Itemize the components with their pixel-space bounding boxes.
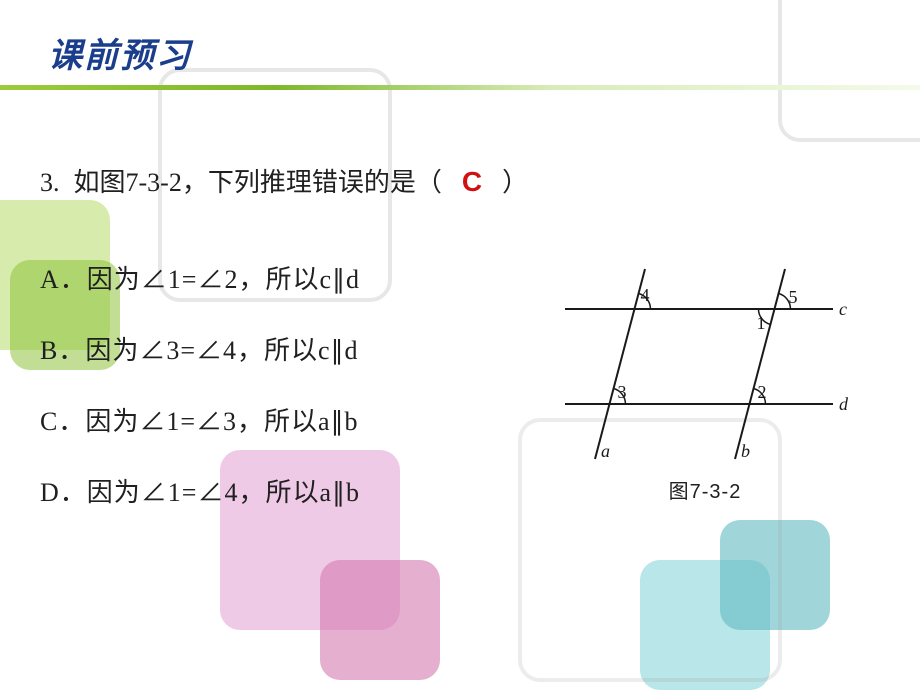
question-text-1: 如图7-3-2，下列推理错误的是（: [74, 162, 442, 199]
svg-text:b: b: [741, 441, 750, 461]
option-c: C．因为∠1=∠3，所以a∥b: [40, 401, 550, 438]
figure-diagram: c d a b 4 1 5 3 2: [555, 259, 855, 469]
option-b: B．因为∠3=∠4，所以c∥d: [40, 330, 550, 367]
svg-text:5: 5: [788, 287, 797, 307]
body-row: A．因为∠1=∠2，所以c∥d B．因为∠3=∠4，所以c∥d C．因为∠1=∠…: [40, 259, 860, 543]
options-list: A．因为∠1=∠2，所以c∥d B．因为∠3=∠4，所以c∥d C．因为∠1=∠…: [40, 259, 550, 543]
figure-caption: 图7-3-2: [669, 475, 742, 504]
question-stem: 3. 如图7-3-2，下列推理错误的是（ C ）: [40, 162, 860, 199]
svg-text:1: 1: [756, 313, 765, 333]
figure-wrap: c d a b 4 1 5 3 2 图7-3-2: [550, 259, 860, 543]
svg-text:d: d: [839, 394, 849, 414]
svg-text:a: a: [601, 441, 610, 461]
page-title: 课前预习: [48, 28, 920, 77]
svg-text:4: 4: [640, 285, 649, 305]
question-number: 3.: [40, 168, 60, 198]
svg-text:c: c: [839, 299, 847, 319]
content-area: 3. 如图7-3-2，下列推理错误的是（ C ） A．因为∠1=∠2，所以c∥d…: [0, 90, 920, 543]
svg-text:3: 3: [617, 382, 626, 402]
answer-letter: C: [456, 166, 488, 198]
question-text-2: ）: [502, 162, 528, 199]
header: 课前预习: [0, 0, 920, 90]
option-a: A．因为∠1=∠2，所以c∥d: [40, 259, 550, 296]
svg-text:2: 2: [757, 382, 766, 402]
option-d: D．因为∠1=∠4，所以a∥b: [40, 472, 550, 509]
